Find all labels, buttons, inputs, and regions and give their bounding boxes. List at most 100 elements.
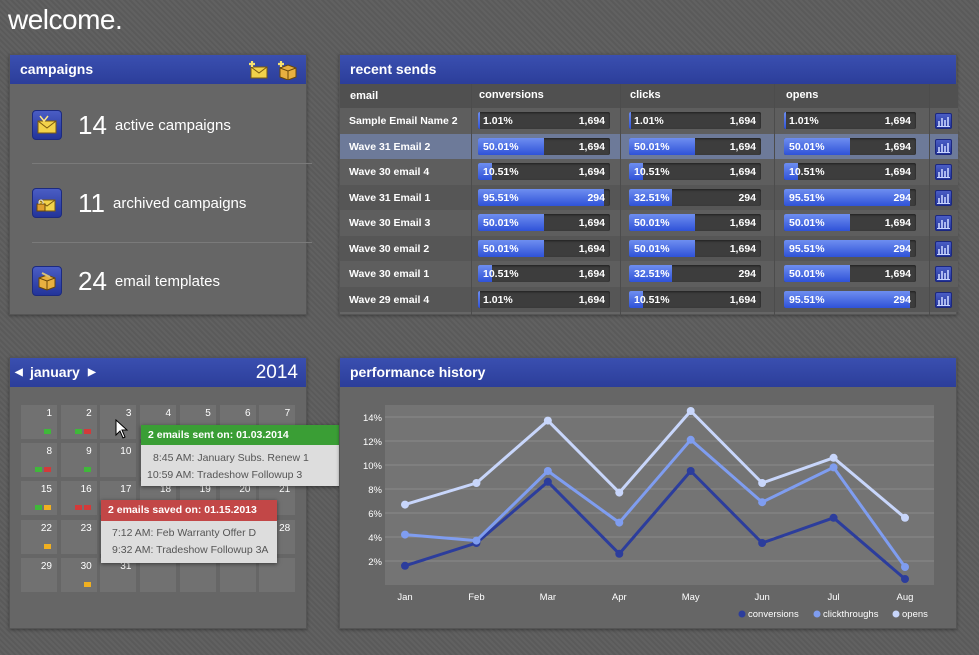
column-header-opens[interactable]: opens (786, 89, 819, 101)
table-row[interactable]: Wave 30 email 1 10.51% 1,694 32.51% 294 50.01… (340, 261, 958, 287)
performance-chart: 2% 4% 6% 8% 10% 12% 14% Jan Feb Mar Apr May Jun Jul Au… (363, 405, 934, 620)
calendar-day[interactable]: 22 (20, 518, 58, 555)
opens-bar: 95.51% 294 (784, 188, 916, 206)
clicks-bar: 1.01% 1,694 (629, 112, 761, 129)
calendar-day[interactable]: 30 (59, 556, 98, 593)
active-campaigns-row[interactable]: 14 active campaigns (32, 105, 312, 145)
table-row[interactable]: Wave 30 email 4 10.51% 1,694 10.51% 1,694 10.… (340, 159, 958, 185)
calendar-day[interactable]: 1 (20, 404, 58, 440)
clicks-count: 1,694 (729, 140, 756, 153)
y-tick-label: 12% (363, 437, 383, 448)
report-chart-icon[interactable] (935, 215, 952, 231)
calendar-day[interactable]: 8 (20, 442, 58, 479)
campaigns-panel: campaigns 14 active campaigns 11 archive… (9, 54, 312, 315)
opens-percent: 50.01% (789, 217, 825, 229)
legend-label-conversions: conversions (748, 609, 799, 620)
column-header-clicks[interactable]: clicks (630, 89, 661, 101)
column-divider (774, 84, 775, 316)
email-name[interactable]: Wave 30 email 1 (349, 268, 430, 280)
column-header-conversions[interactable]: conversions (479, 89, 544, 101)
email-name[interactable]: Wave 30 Email 3 (349, 217, 431, 229)
y-tick-label: 14% (363, 413, 383, 424)
email-name[interactable]: Wave 31 Email 2 (349, 140, 431, 153)
calendar-event-marker (83, 467, 91, 473)
table-row[interactable]: Wave 30 email 2 50.01% 1,694 50.01% 1,694 95.… (340, 235, 958, 261)
clicks-count: 294 (738, 191, 756, 204)
new-email-icon[interactable] (248, 59, 270, 80)
clicks-bar: 10.51% 1,694 (629, 163, 761, 180)
calendar-event-marker (74, 505, 82, 511)
calendar-event-marker (44, 467, 51, 473)
report-chart-icon[interactable] (935, 240, 952, 257)
conversions-bar: 50.01% 1,694 (478, 214, 610, 231)
calendar-day-number: 5 (205, 408, 211, 419)
column-divider (471, 84, 472, 316)
emails-saved-tooltip-title: 2 emails saved on: 01.15.2013 (101, 500, 277, 521)
table-row[interactable]: Wave 31 Email 1 95.51% 294 32.51% 294 95.51% 2… (340, 184, 958, 210)
calendar-day[interactable]: 16 (59, 480, 98, 517)
conversions-count: 1,694 (578, 115, 605, 127)
next-month-icon[interactable]: ▶ (88, 367, 96, 378)
calendar-day[interactable]: 10 (99, 442, 138, 479)
data-point-clickthroughs (829, 463, 838, 472)
table-row[interactable]: Sample Email Name 2 1.01% 1,694 1.01% 1,694 1… (340, 108, 958, 134)
clicks-percent: 10.51% (634, 293, 670, 306)
calendar-day[interactable]: 15 (20, 480, 58, 517)
report-chart-icon[interactable] (935, 291, 952, 308)
calendar-day-number: 8 (46, 446, 52, 458)
email-templates-row[interactable]: 24 email templates (32, 261, 312, 301)
email-name[interactable]: Sample Email Name 2 (349, 115, 458, 127)
report-chart-icon[interactable] (935, 164, 952, 180)
opens-bar: 50.01% 1,694 (784, 214, 916, 231)
calendar-day-number: 2 (86, 408, 92, 419)
calendar-day[interactable]: 23 (59, 518, 98, 555)
x-tick-label: May (682, 592, 700, 603)
email-name[interactable]: Wave 29 email 4 (349, 293, 430, 306)
table-row[interactable]: Wave 30 Email 3 50.01% 1,694 50.01% 1,694 50.… (340, 210, 958, 236)
report-chart-icon[interactable] (935, 266, 952, 282)
clicks-bar-fill (629, 290, 643, 308)
opens-bar-fill (784, 137, 850, 155)
calendar-day-number: 31 (120, 560, 132, 572)
x-tick-label: Mar (540, 592, 556, 603)
calendar-event-marker (83, 505, 91, 511)
report-chart-icon[interactable] (935, 113, 952, 129)
data-point-opens (758, 479, 767, 487)
conversions-bar-fill (478, 239, 544, 257)
new-template-icon[interactable] (276, 59, 298, 80)
conversions-percent: 50.01% (483, 242, 519, 255)
conversions-count: 1,694 (578, 140, 605, 153)
table-row[interactable]: Wave 29 email 4 1.01% 1,694 10.51% 1,694 95.5… (340, 286, 958, 312)
email-name[interactable]: Wave 31 Email 1 (349, 191, 431, 204)
archived-campaigns-row[interactable]: 11 archived campaigns (32, 183, 312, 223)
conversions-percent: 10.51% (483, 268, 519, 280)
data-point-clickthroughs (615, 518, 624, 527)
emails-saved-tooltip: 2 emails saved on: 01.15.2013 7:12 AM: F… (101, 500, 277, 563)
clicks-bar-fill (629, 137, 695, 155)
report-chart-icon[interactable] (935, 189, 952, 206)
data-point-clickthroughs (686, 435, 695, 444)
email-name[interactable]: Wave 30 email 4 (349, 166, 430, 178)
x-tick-label: Jan (397, 592, 412, 603)
calendar-year: 2014 (255, 362, 298, 383)
conversions-count: 294 (587, 191, 605, 204)
prev-month-icon[interactable]: ◀ (15, 367, 23, 378)
report-chart-icon[interactable] (935, 138, 952, 155)
calendar-day[interactable]: 2 (59, 404, 98, 440)
calendar-month: january (30, 364, 80, 380)
calendar-day[interactable]: 9 (59, 442, 98, 479)
calendar-day-number: 3 (125, 408, 132, 419)
clicks-percent: 32.51% (634, 268, 670, 280)
conversions-percent: 1.01% (483, 293, 513, 306)
opens-bar: 10.51% 1,694 (784, 163, 916, 180)
table-row[interactable]: Wave 31 Email 2 50.01% 1,694 50.01% 1,694 50.… (340, 133, 958, 159)
email-templates-count: 24 (78, 265, 107, 296)
conversions-bar: 1.01% 1,694 (478, 112, 610, 129)
data-point-clickthroughs (543, 467, 552, 475)
column-header-email[interactable]: email (350, 90, 379, 102)
clicks-bar: 10.51% 1,694 (629, 290, 761, 308)
calendar-day[interactable]: 29 (20, 556, 58, 593)
opens-bar-fill (784, 214, 850, 231)
data-point-opens (686, 407, 695, 415)
email-name[interactable]: Wave 30 email 2 (349, 242, 430, 255)
